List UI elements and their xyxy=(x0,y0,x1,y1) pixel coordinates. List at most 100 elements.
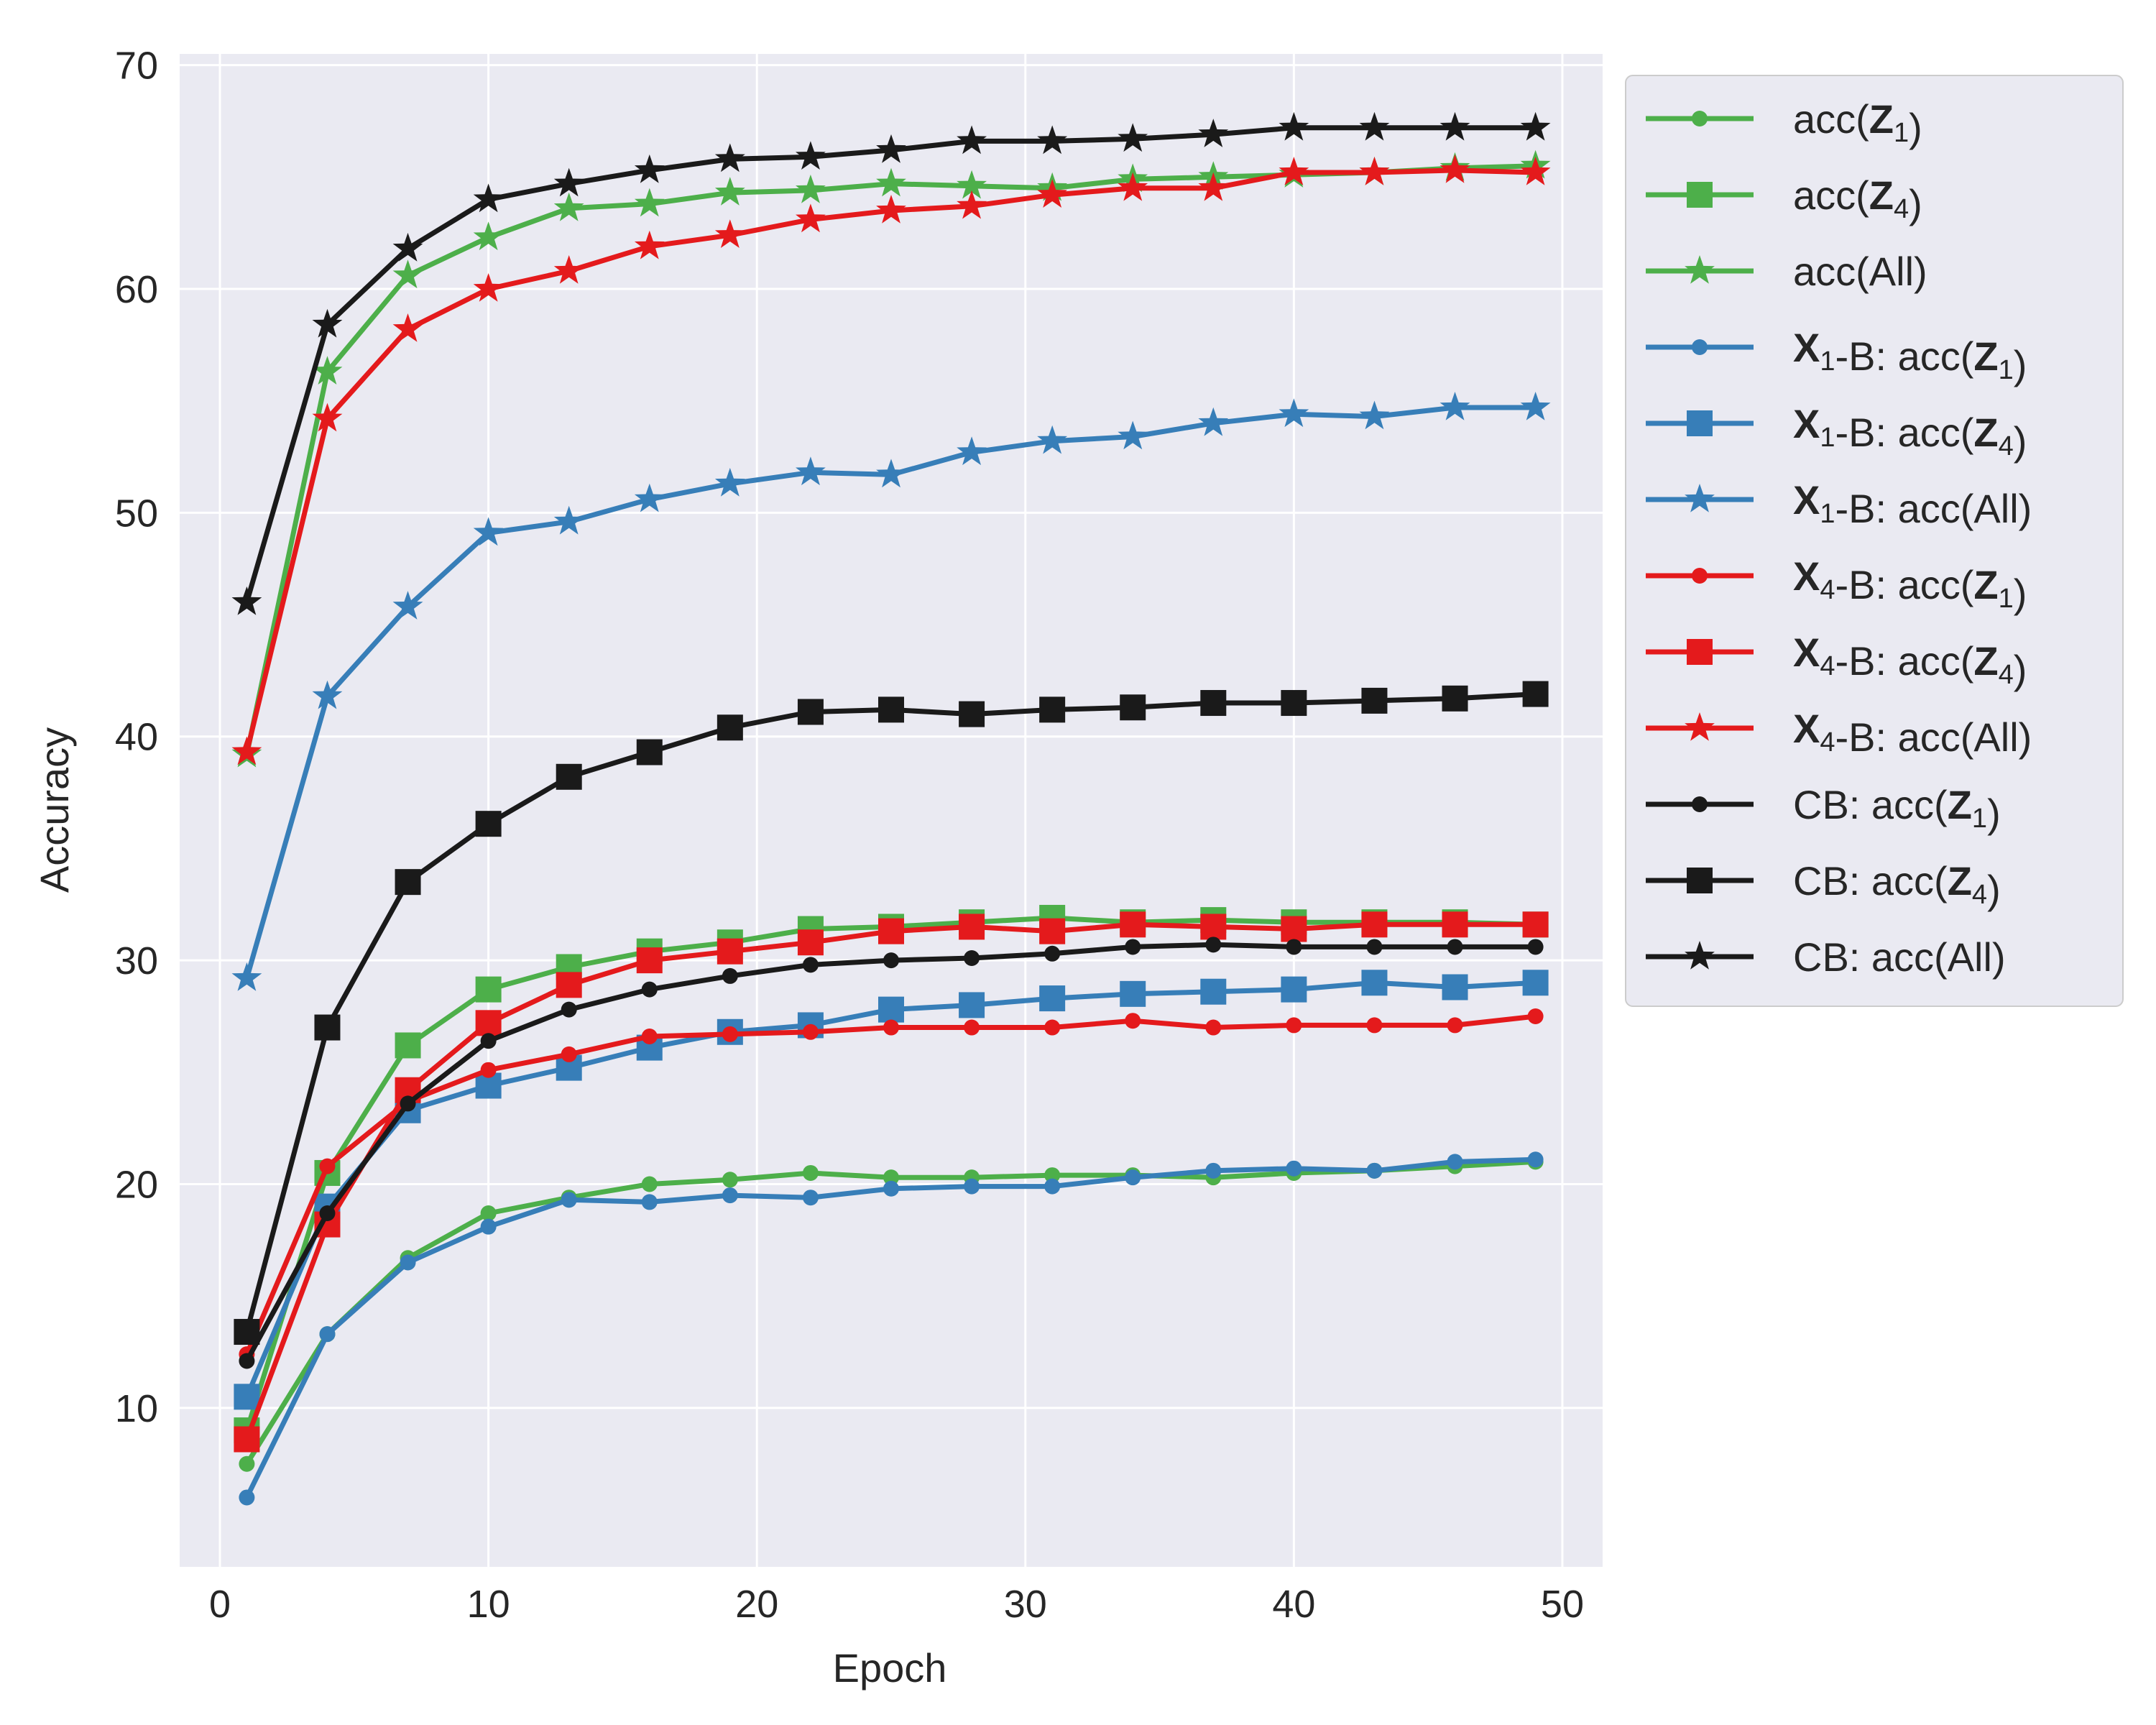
legend-label: X1-B: acc(Z4) xyxy=(1793,401,2027,464)
data-point xyxy=(1361,911,1388,938)
data-point xyxy=(475,1010,502,1036)
data-point xyxy=(473,273,504,302)
data-point xyxy=(797,929,824,956)
data-point xyxy=(561,1192,577,1208)
legend-marker xyxy=(1687,639,1713,665)
y-axis-title: Accuracy xyxy=(32,727,77,893)
data-point xyxy=(796,141,826,170)
data-point xyxy=(636,947,663,974)
data-point xyxy=(876,134,906,163)
data-point xyxy=(480,1218,497,1235)
data-point xyxy=(1037,179,1068,208)
data-point xyxy=(561,1001,577,1018)
data-point xyxy=(400,1095,416,1112)
data-point xyxy=(1286,939,1302,955)
legend-marker xyxy=(1692,796,1708,812)
data-point xyxy=(641,981,658,998)
data-point xyxy=(312,680,343,709)
legend-marker xyxy=(1685,941,1715,970)
data-point xyxy=(231,736,262,765)
legend-label: CB: acc(Z1) xyxy=(1793,782,2001,836)
data-point xyxy=(395,1032,421,1059)
data-point xyxy=(1281,916,1307,942)
data-point xyxy=(634,483,665,512)
data-point xyxy=(473,517,504,546)
legend-item: acc(Z4) xyxy=(1646,172,1922,226)
data-point xyxy=(1118,172,1148,201)
data-point xyxy=(883,1019,899,1036)
data-point xyxy=(1442,974,1468,1000)
data-point xyxy=(714,177,745,206)
legend-item: acc(All) xyxy=(1646,249,1927,294)
data-point xyxy=(1205,1019,1222,1036)
data-point xyxy=(722,967,738,984)
data-point xyxy=(714,143,745,172)
data-point xyxy=(1361,970,1388,996)
legend-item: CB: acc(All) xyxy=(1646,934,2006,980)
legend-label: acc(Z1) xyxy=(1793,96,1922,150)
data-point xyxy=(959,914,985,940)
legend-marker xyxy=(1692,568,1708,584)
legend-label: X1-B: acc(All) xyxy=(1793,477,2032,531)
data-point xyxy=(1125,1169,1141,1186)
data-point xyxy=(957,436,987,466)
legend-label: X4-B: acc(Z4) xyxy=(1793,630,2027,692)
data-point xyxy=(231,586,262,615)
data-point xyxy=(1044,1167,1061,1184)
series-layer xyxy=(231,111,1551,1506)
data-point xyxy=(1366,1162,1383,1179)
data-point xyxy=(1205,937,1222,953)
data-point xyxy=(796,203,826,233)
data-point xyxy=(714,219,745,248)
data-point xyxy=(722,1172,738,1188)
data-point xyxy=(1039,985,1066,1012)
data-point xyxy=(1198,172,1229,201)
data-point xyxy=(1037,425,1068,454)
data-point xyxy=(553,505,584,535)
data-point xyxy=(1359,111,1390,141)
data-point xyxy=(1527,1151,1544,1168)
data-point xyxy=(1527,939,1544,955)
data-point xyxy=(1125,939,1141,955)
data-point xyxy=(1279,398,1309,428)
data-point xyxy=(957,190,987,219)
data-point xyxy=(883,952,899,969)
legend-marker xyxy=(1685,484,1715,512)
data-point xyxy=(722,1026,738,1042)
data-point xyxy=(1039,696,1066,723)
y-tick-label: 50 xyxy=(115,492,158,535)
data-point xyxy=(1044,1019,1061,1036)
plot-area xyxy=(180,54,1603,1567)
data-point xyxy=(641,1176,658,1192)
data-point xyxy=(239,1489,255,1506)
data-point xyxy=(312,402,343,432)
data-point xyxy=(796,456,826,486)
data-point xyxy=(1527,1008,1544,1024)
data-point xyxy=(319,1205,336,1222)
data-point xyxy=(876,195,906,224)
data-point xyxy=(1522,681,1549,707)
y-tick-label: 70 xyxy=(115,45,158,88)
data-point xyxy=(480,1205,497,1222)
data-point xyxy=(395,869,421,896)
legend-item: X4-B: acc(Z4) xyxy=(1646,630,2027,692)
data-point xyxy=(634,230,665,259)
data-point xyxy=(964,1178,980,1195)
x-axis-title: Epoch xyxy=(833,1645,947,1690)
data-point xyxy=(1200,690,1227,717)
data-point xyxy=(314,1014,341,1041)
data-point xyxy=(1279,111,1309,141)
data-point xyxy=(1442,911,1468,938)
data-point xyxy=(722,1187,738,1204)
data-point xyxy=(959,992,985,1018)
tick-labels: 0 10 20 30 40 50 10 20 30 40 50 60 70 xyxy=(115,45,1584,1626)
data-point xyxy=(556,763,582,790)
data-point xyxy=(1366,1017,1383,1034)
data-point xyxy=(1044,1178,1061,1195)
legend-item: X1-B: acc(All) xyxy=(1646,477,2032,531)
data-point xyxy=(392,232,423,262)
data-point xyxy=(1520,157,1551,185)
data-point xyxy=(234,1319,260,1346)
data-point xyxy=(392,591,423,620)
data-point xyxy=(1522,970,1549,996)
